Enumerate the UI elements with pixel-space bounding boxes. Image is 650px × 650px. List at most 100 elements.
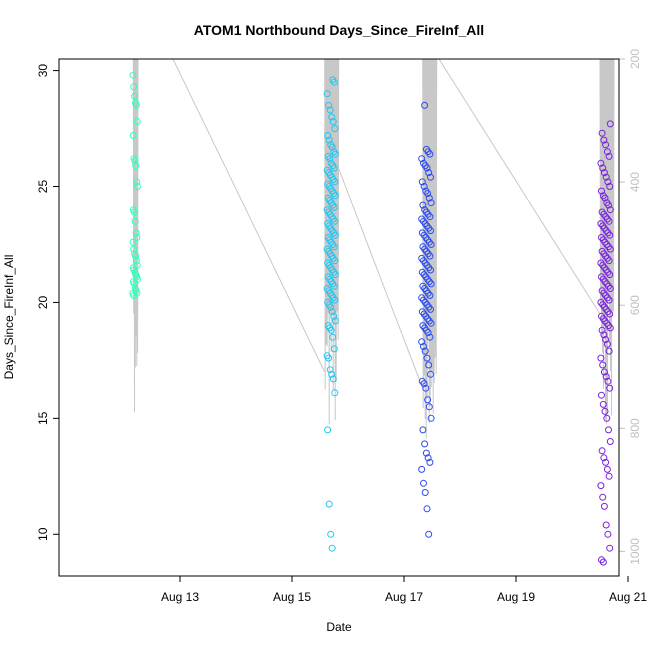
scatter-point — [133, 118, 141, 126]
scatter-point — [598, 556, 605, 564]
scatter-point — [421, 298, 429, 306]
scatter-point — [606, 310, 614, 318]
scatter-point — [427, 280, 435, 288]
scatter-point — [605, 296, 613, 304]
scatter-point — [597, 482, 605, 490]
scatter-point — [599, 164, 607, 172]
chart-title: ATOM1 Northbound Days_Since_FireInf_All — [194, 22, 484, 38]
scatter-point — [330, 282, 338, 290]
scatter-point — [605, 243, 612, 251]
scatter-point — [418, 178, 426, 186]
right-tick-label: 600 — [628, 295, 642, 315]
scatter-point — [418, 254, 426, 262]
scatter-point — [326, 106, 334, 114]
scatter-point — [130, 280, 138, 288]
scatter-point — [418, 215, 426, 223]
scatter-point — [418, 377, 426, 385]
scatter-point — [600, 264, 608, 272]
scatter-point — [419, 426, 427, 434]
scatter-point — [418, 155, 426, 163]
scatter-point — [418, 308, 426, 316]
right-tick-label: 1000 — [628, 538, 642, 565]
scatter-point — [129, 132, 137, 139]
scatter-point — [598, 187, 605, 195]
scatter-point — [134, 183, 141, 190]
scatter-point — [606, 271, 614, 279]
x-axis-label: Date — [326, 620, 352, 634]
scatter-point — [604, 229, 612, 237]
right-tick-label: 800 — [628, 418, 642, 438]
scatter-point — [599, 361, 607, 369]
scatter-point — [598, 234, 605, 241]
scatter-point — [328, 143, 336, 151]
scatter-point — [605, 322, 612, 330]
scatter-point — [425, 278, 433, 286]
scatter-point — [606, 438, 614, 445]
scatter-point — [606, 183, 614, 190]
scatter-point — [425, 361, 433, 369]
scatter-point — [328, 308, 336, 316]
scatter-point — [426, 150, 434, 158]
scatter-point — [331, 178, 339, 186]
scatter-point — [420, 479, 427, 487]
scatter-point — [330, 312, 338, 320]
scatter-point — [604, 268, 612, 276]
scatter-point — [600, 169, 608, 177]
scatter-point — [129, 71, 137, 79]
scatter-point — [330, 345, 338, 353]
scatter-point — [424, 396, 432, 404]
scatter-point — [600, 136, 608, 144]
scatter-point — [326, 155, 334, 163]
scatter-point — [605, 217, 613, 225]
scatter-point — [602, 373, 610, 381]
line-layer — [132, 58, 615, 439]
scatter-point — [606, 324, 614, 332]
scatter-point — [605, 201, 612, 209]
scatter-point — [325, 354, 333, 362]
line-series-connector — [333, 156, 424, 389]
scatter-point — [325, 500, 333, 508]
scatter-point — [425, 317, 433, 325]
scatter-point — [426, 213, 434, 221]
scatter-point — [602, 458, 610, 466]
scatter-point — [421, 206, 429, 214]
scatter-point — [330, 203, 338, 211]
scatter-point — [420, 183, 428, 190]
scatter-point — [327, 303, 335, 311]
scatter-point — [602, 292, 610, 299]
scatter-point — [605, 347, 613, 355]
scatter-point — [421, 347, 429, 355]
scatter-point — [421, 259, 429, 267]
scatter-point — [424, 454, 432, 462]
scatter-point — [327, 326, 335, 334]
scatter-point — [606, 245, 614, 253]
scatter-point — [599, 400, 607, 408]
scatter-point — [605, 152, 613, 160]
scatter-point — [418, 294, 426, 302]
scatter-point — [330, 243, 338, 251]
scatter-point — [598, 129, 606, 137]
scatter-point — [600, 502, 608, 510]
y-tick-label: 30 — [36, 64, 50, 78]
scatter-point — [328, 544, 336, 552]
scatter-point — [598, 273, 605, 281]
scatter-point — [602, 173, 610, 181]
scatter-point — [427, 305, 434, 313]
scatter-point — [130, 245, 138, 253]
scatter-point — [601, 278, 609, 286]
scatter-point — [130, 208, 138, 216]
scatter-point — [129, 238, 137, 246]
axes-layer: Aug 13 Aug 15 Aug 17 Aug 19 Aug 21 10 15 20 25 30… — [36, 49, 647, 604]
scatter-point — [421, 285, 429, 292]
scatter-point — [425, 403, 433, 411]
scatter-point — [131, 157, 139, 165]
scatter-point — [418, 268, 426, 276]
scatter-point — [427, 173, 434, 181]
scatter-point — [426, 292, 434, 299]
scatter-point — [603, 465, 611, 473]
y-tick-label: 20 — [36, 295, 50, 309]
scatter-point — [421, 440, 429, 448]
scatter-point — [424, 329, 432, 337]
scatter-point — [606, 206, 614, 214]
scatter-point — [601, 194, 609, 202]
